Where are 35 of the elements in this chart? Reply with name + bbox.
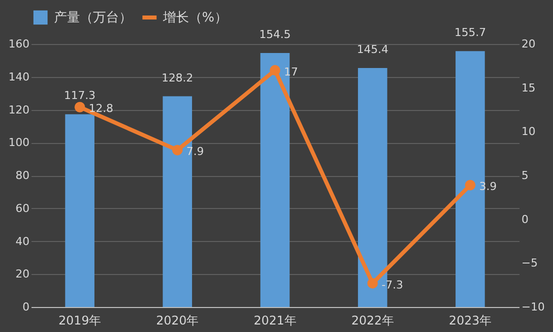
point (464, 180, 476, 190)
y2-tick-label: −5 (522, 256, 538, 270)
point (270, 65, 280, 76)
y2-tick-label: 20 (522, 38, 536, 50)
y-tick-label: 100 (8, 136, 30, 150)
point (172, 144, 183, 156)
data-label: 155.7 (454, 26, 486, 40)
data-label: 117.3 (64, 89, 96, 102)
y-tick-label: 80 (16, 169, 30, 182)
y2-tick-label: −10 (522, 300, 545, 314)
data-label: 128.2 (162, 71, 194, 84)
data-label: 12.8 (88, 102, 114, 116)
y-tick-label: 20 (16, 268, 30, 281)
y2-tick-label: 0 (522, 212, 528, 226)
y2-tick-label: 10 (522, 125, 536, 138)
y-tick-label: 40 (16, 234, 30, 248)
legend-label: 产量（万台） (54, 10, 132, 26)
point (367, 278, 378, 289)
bar (65, 114, 94, 307)
data-label: 145.4 (356, 43, 388, 56)
y2-tick-label: 15 (522, 81, 536, 94)
y-tick-label: 120 (8, 103, 30, 116)
y-tick-label: 60 (16, 202, 30, 215)
x-tick-label: 2019年 (58, 314, 102, 328)
x-tick-label: 2023年 (448, 314, 492, 328)
y2-tick-label: 5 (522, 169, 528, 182)
data-label: 154.5 (259, 28, 291, 42)
x-tick-label: 2020年 (156, 314, 199, 328)
y-tick-label: 0 (22, 300, 30, 314)
x-tick-label: 2022年 (351, 314, 394, 328)
legend-label: 增长（%） (162, 10, 228, 26)
x-tick-label: 2021年 (254, 314, 296, 328)
y-tick-label: 140 (8, 70, 30, 84)
point (74, 102, 86, 112)
y-tick-label: 160 (8, 38, 30, 50)
